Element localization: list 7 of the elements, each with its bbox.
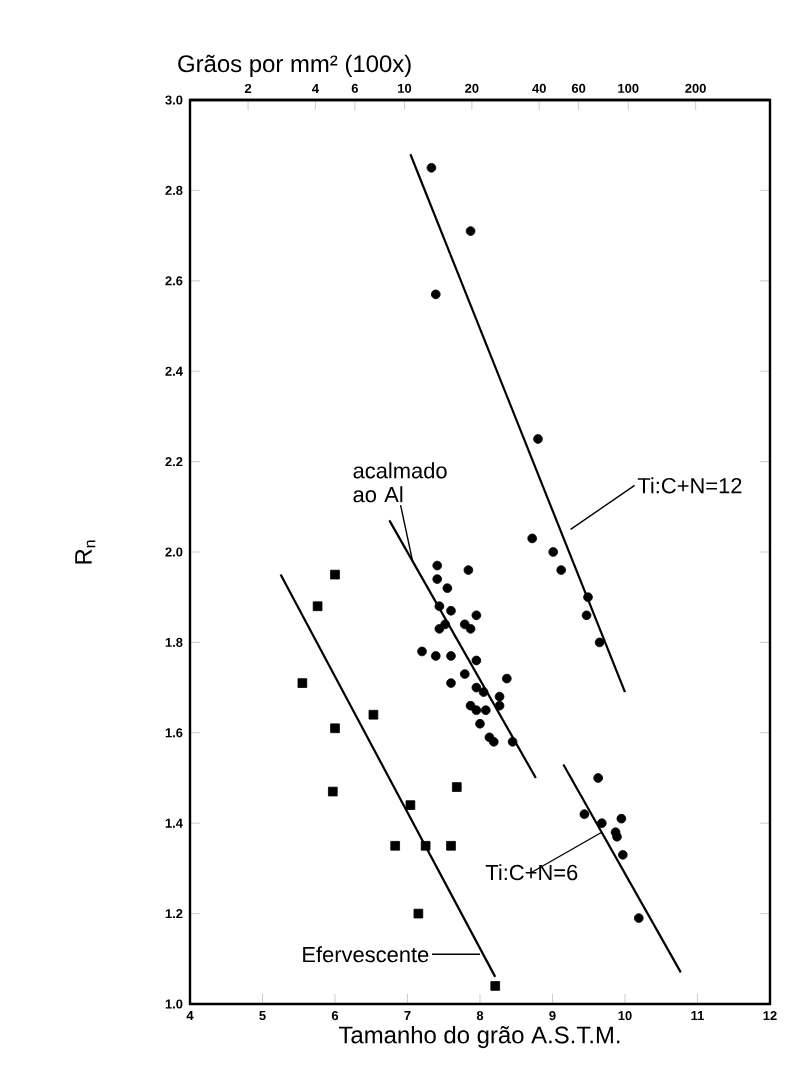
x-axis-title: Tamanho do grão A.S.T.M.: [338, 1025, 620, 1049]
y-axis-title: R$_{n}$: [75, 540, 96, 564]
annotation: Ti:C+N=6: [485, 864, 578, 881]
x2-axis-title: Grãos por mm² (100x): [178, 54, 411, 77]
annotation: Efervescente: [303, 946, 429, 963]
annotation: acalmado ao Al: [353, 462, 447, 503]
annotation: Ti:C+N=12: [637, 477, 742, 494]
